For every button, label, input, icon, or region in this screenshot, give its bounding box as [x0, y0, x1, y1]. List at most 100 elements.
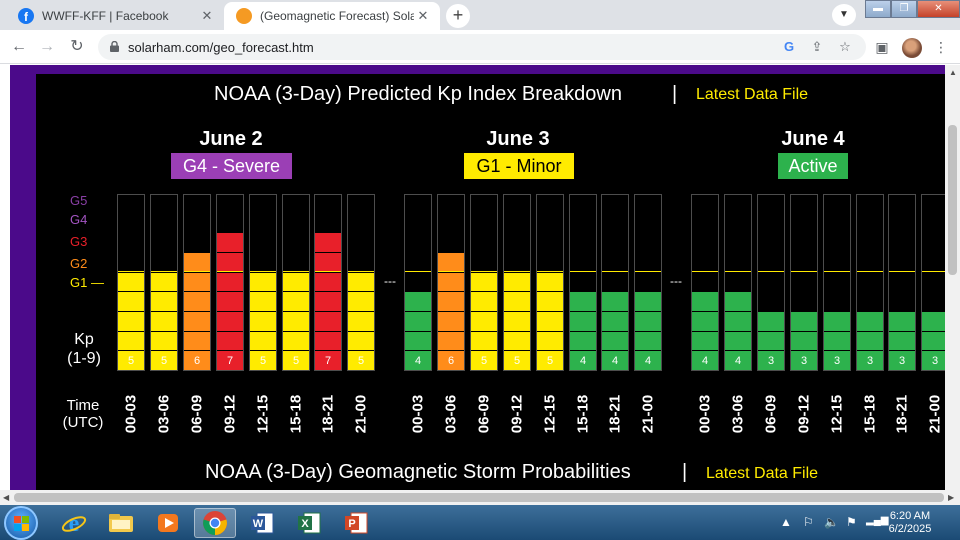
kp-bar-segment	[184, 292, 210, 311]
system-clock[interactable]: 6:20 AM 6/2/2025	[880, 510, 940, 536]
kp-bar: 4	[634, 194, 662, 371]
kp-bar-segment	[602, 292, 628, 311]
scroll-thumb[interactable]	[948, 125, 957, 275]
action-center-icon[interactable]: ⚐	[803, 515, 814, 529]
day-label: June 4	[781, 128, 845, 150]
kp-bar-segment	[348, 351, 374, 370]
tab-solarham[interactable]: (Geomagnetic Forecast) SolarHam ✕	[224, 2, 440, 30]
scroll-thumb[interactable]	[14, 493, 944, 502]
internet-explorer-icon[interactable]: e	[53, 508, 95, 538]
kp-bar-segment	[791, 331, 817, 351]
time-tick-label: 06-09	[762, 394, 780, 434]
google-icon[interactable]: G	[783, 39, 795, 54]
kp-bar-segment	[151, 351, 177, 370]
reload-button[interactable]: ↻	[70, 38, 84, 55]
excel-icon[interactable]: X	[288, 508, 330, 538]
media-player-icon[interactable]	[147, 508, 189, 538]
kp-bar-segment	[824, 331, 850, 351]
kp-bar-segment	[791, 312, 817, 331]
kp-bar-segment	[315, 292, 341, 311]
g1-threshold-line	[791, 270, 817, 272]
close-icon[interactable]: ✕	[417, 8, 429, 23]
latest-data-file-link[interactable]: Latest Data File	[706, 465, 819, 482]
scroll-up-icon[interactable]: ▲	[949, 68, 957, 77]
kp-bar-segment	[315, 312, 341, 331]
window-close-button[interactable]: ✕	[917, 0, 960, 18]
share-icon[interactable]: ⇪	[811, 39, 823, 54]
kp-bar-segment	[217, 331, 243, 351]
back-button[interactable]: ←	[11, 38, 27, 55]
kp-value-label: 3	[767, 355, 775, 367]
time-tick-label: 09-12	[221, 394, 239, 434]
vertical-scrollbar[interactable]: ▲	[945, 65, 960, 490]
volume-icon[interactable]: 🔈	[824, 515, 839, 529]
minimize-button[interactable]: ▬	[865, 0, 891, 18]
day-label: June 2	[199, 128, 263, 150]
kp-value-label: 4	[611, 355, 619, 367]
kp-bar-segment	[922, 351, 948, 370]
kp-bar-segment	[889, 351, 915, 370]
kp-bar-segment	[438, 331, 464, 351]
kp-bar-segment	[504, 292, 530, 311]
tab-strip: f WWFF-KFF | Facebook ✕ (Geomagnetic For…	[0, 0, 960, 30]
kp-bar-segment	[471, 312, 497, 331]
kp-bar-segment	[315, 272, 341, 292]
time-tick-label: 15-18	[861, 394, 879, 434]
kp-bar: 3	[757, 194, 785, 371]
show-hidden-icons[interactable]: ▲	[780, 515, 792, 529]
kp-bar: 3	[921, 194, 949, 371]
profile-avatar[interactable]	[902, 38, 922, 58]
close-icon[interactable]: ✕	[201, 8, 213, 23]
bookmark-star-icon[interactable]: ☆	[839, 39, 851, 54]
time-tick-label: 09-12	[508, 394, 526, 434]
new-tab-button[interactable]: +	[446, 4, 470, 28]
kp-bar-segment	[217, 292, 243, 311]
file-explorer-icon[interactable]	[100, 508, 142, 538]
kp-bar-segment	[602, 351, 628, 370]
time-tick-label: 09-12	[795, 394, 813, 434]
kp-bar-segment	[348, 331, 374, 351]
kp-bar: 3	[823, 194, 851, 371]
tab-facebook[interactable]: f WWFF-KFF | Facebook ✕	[6, 2, 224, 30]
maximize-button[interactable]: ❐	[891, 0, 917, 18]
kp-value-label: 3	[833, 355, 841, 367]
kp-bar-segment	[692, 351, 718, 370]
start-button[interactable]	[4, 506, 38, 540]
word-icon[interactable]: W	[241, 508, 283, 538]
kp-bar-segment	[217, 312, 243, 331]
kp-bar-segment	[283, 351, 309, 370]
svg-text:P: P	[348, 518, 355, 530]
solarham-icon	[236, 8, 252, 24]
time-tick-label: 15-18	[574, 394, 592, 434]
network-icon[interactable]: ▂▄▆	[866, 515, 889, 526]
kp-value-label: 4	[734, 355, 742, 367]
time-tick-label: 18-21	[319, 394, 337, 434]
url-text: solarham.com/geo_forecast.htm	[128, 40, 314, 55]
kp-bar: 5	[282, 194, 310, 371]
horizontal-scrollbar[interactable]: ◀ ▶	[0, 490, 960, 505]
powerpoint-icon[interactable]: P	[335, 508, 377, 538]
kp-value-label: 6	[447, 355, 455, 367]
latest-data-file-link[interactable]: Latest Data File	[696, 86, 809, 103]
day-gap-marker: ---	[384, 274, 396, 288]
flag-icon[interactable]: ⚑	[846, 515, 857, 529]
kp-bar-segment	[283, 312, 309, 331]
side-panel-icon[interactable]: ▣	[875, 39, 889, 55]
scroll-right-icon[interactable]: ▶	[948, 493, 955, 502]
kp-axis-range: (1-9)	[67, 350, 101, 367]
separator: |	[682, 461, 688, 483]
g1-threshold-line	[692, 270, 718, 272]
menu-icon[interactable]: ⋮	[934, 39, 948, 55]
scroll-left-icon[interactable]: ◀	[3, 493, 10, 502]
address-bar[interactable]: solarham.com/geo_forecast.htm G ⇪ ☆	[98, 34, 866, 60]
kp-value-label: 4	[579, 355, 587, 367]
forward-button[interactable]: →	[39, 38, 55, 55]
g1-threshold-line	[471, 270, 497, 272]
tab-search-button[interactable]: ▼	[832, 4, 856, 26]
time-tick-label: 12-15	[541, 394, 559, 434]
kp-value-label: 5	[480, 355, 488, 367]
kp-value-label: 3	[866, 355, 874, 367]
chrome-icon[interactable]	[194, 508, 236, 538]
kp-bar: 4	[404, 194, 432, 371]
kp-bar-segment	[315, 233, 341, 252]
